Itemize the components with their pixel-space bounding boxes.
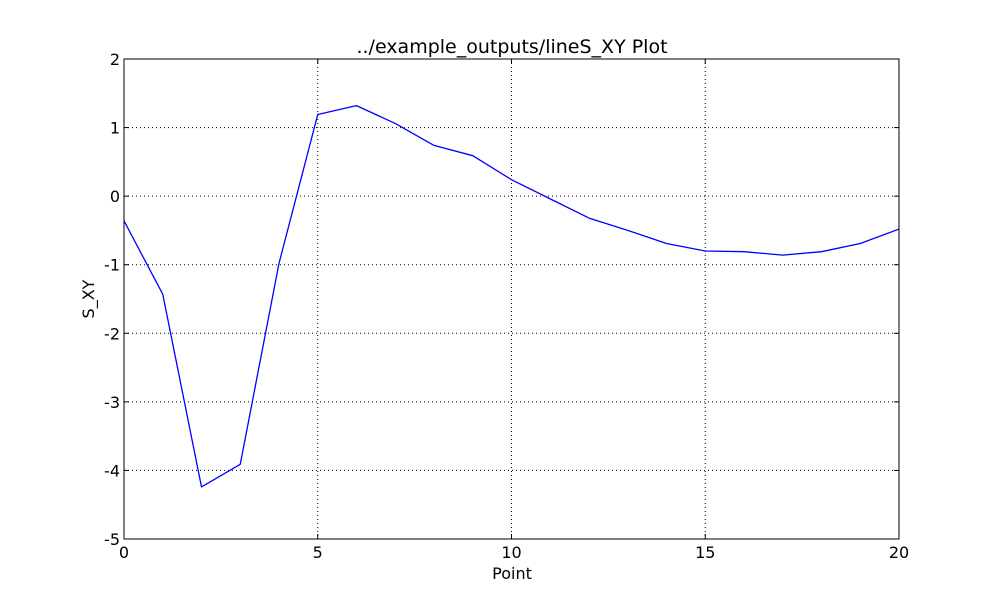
y-tick-label: 1: [110, 119, 120, 138]
y-tick-label: -3: [104, 393, 120, 412]
x-tick-label: 20: [889, 543, 909, 562]
x-axis-title: Point: [492, 564, 532, 583]
x-tick-label: 5: [313, 543, 323, 562]
x-tick-label: 0: [119, 543, 129, 562]
tick-marks: [123, 58, 900, 540]
y-tick-label: 2: [110, 50, 120, 69]
grid-lines: [124, 59, 899, 539]
y-tick-label: 0: [110, 187, 120, 206]
y-axis-title: S_XY: [79, 279, 99, 318]
x-tick-label: 15: [695, 543, 715, 562]
y-tick-label: -4: [104, 461, 120, 480]
tick-labels: 0 5 10 15 20 -5 -4 -3 -2 -1 0 1 2: [104, 50, 909, 562]
y-tick-label: -1: [104, 256, 120, 275]
series-line: [123, 104, 900, 488]
chart-title: ../example_outputs/lineS_XY Plot: [356, 36, 667, 58]
x-tick-label: 10: [501, 543, 521, 562]
y-tick-label: -2: [104, 324, 120, 343]
y-tick-label: -5: [104, 530, 120, 549]
